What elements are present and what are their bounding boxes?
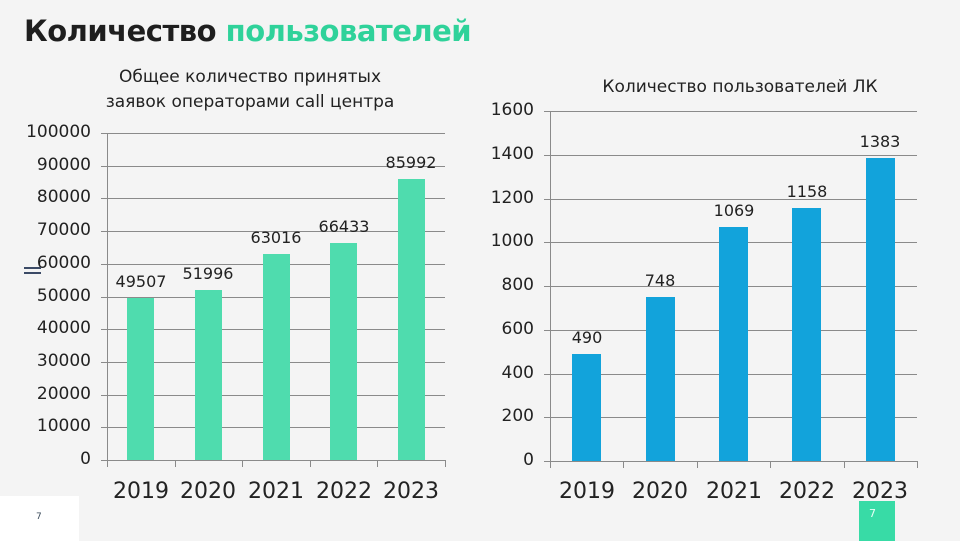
y-axis-label: 800 <box>501 275 534 295</box>
calls-chart-title-line2: заявок операторами call центра <box>105 92 395 112</box>
x-axis-tick <box>445 460 446 467</box>
bar-2019 <box>572 354 601 461</box>
x-axis-tick <box>175 460 176 467</box>
x-axis-tick <box>377 460 378 467</box>
x-axis-label: 2023 <box>383 479 439 504</box>
y-axis-label: 1200 <box>490 188 534 208</box>
value-label: 66433 <box>318 217 370 236</box>
x-axis-label: 2022 <box>779 479 835 504</box>
calls-chart-title-line1: Общее количество принятых <box>118 67 382 87</box>
x-axis-label: 2020 <box>632 479 688 504</box>
y-axis-label: 200 <box>501 406 534 426</box>
x-axis-label: 2023 <box>852 479 908 504</box>
x-axis-tick <box>770 461 771 468</box>
y-axis-line <box>550 111 551 468</box>
x-axis-label: 2020 <box>180 479 236 504</box>
page-number-right: 7 <box>869 507 876 520</box>
bar-2021 <box>719 227 748 461</box>
x-axis-label: 2021 <box>248 479 304 504</box>
gridline <box>101 198 445 199</box>
gridline <box>101 460 445 461</box>
y-axis-label: 40000 <box>36 318 91 338</box>
y-axis-label: 600 <box>501 319 534 339</box>
x-axis-label: 2019 <box>113 479 169 504</box>
gridline <box>544 111 917 112</box>
y-axis-label: 70000 <box>36 220 91 240</box>
value-label: 1158 <box>786 182 828 201</box>
slide-title: Количество пользователей <box>24 14 472 48</box>
value-label: 1383 <box>859 132 901 151</box>
y-axis-label: 0 <box>80 449 91 469</box>
decorative-dash <box>24 272 41 274</box>
x-axis-tick <box>623 461 624 468</box>
gridline <box>101 166 445 167</box>
bar-2019 <box>127 298 154 460</box>
bar-2020 <box>195 290 222 460</box>
bar-2023 <box>866 158 895 461</box>
x-axis-tick <box>310 460 311 467</box>
x-axis-tick <box>242 460 243 467</box>
gridline <box>101 133 445 134</box>
value-label: 51996 <box>182 264 234 283</box>
gridline <box>101 231 445 232</box>
y-axis-label: 400 <box>501 363 534 383</box>
y-axis-label: 20000 <box>36 384 91 404</box>
x-axis-tick <box>697 461 698 468</box>
value-label: 748 <box>644 271 676 290</box>
bar-2023 <box>398 179 425 460</box>
slide-title-main: Количество <box>24 14 217 48</box>
x-axis-label: 2021 <box>706 479 762 504</box>
gridline <box>544 199 917 200</box>
decorative-dash <box>24 267 41 269</box>
page-number-box-right <box>859 501 895 541</box>
value-label: 63016 <box>250 228 302 247</box>
y-axis-label: 30000 <box>36 351 91 371</box>
y-axis-label: 10000 <box>36 416 91 436</box>
x-axis-label: 2019 <box>559 479 615 504</box>
x-axis-tick <box>917 461 918 468</box>
y-axis-label: 1000 <box>490 231 534 251</box>
x-axis-tick <box>844 461 845 468</box>
bar-2022 <box>792 208 821 461</box>
gridline <box>544 155 917 156</box>
y-axis-label: 50000 <box>36 286 91 306</box>
y-axis-label: 0 <box>523 450 534 470</box>
calls-chart-title: Общее количество принятых заявок операто… <box>60 65 440 115</box>
value-label: 490 <box>571 328 603 347</box>
value-label: 85992 <box>385 153 437 172</box>
y-axis-line <box>107 133 108 467</box>
y-axis-label: 1600 <box>490 100 534 120</box>
y-axis-label: 90000 <box>36 155 91 175</box>
gridline <box>544 461 917 462</box>
lk-users-chart-title: Количество пользователей ЛК <box>602 77 878 97</box>
x-axis-label: 2022 <box>316 479 372 504</box>
slide-title-accent: пользователей <box>225 14 472 48</box>
y-axis-label: 80000 <box>36 187 91 207</box>
y-axis-label: 60000 <box>36 253 91 273</box>
value-label: 49507 <box>115 272 167 291</box>
bar-2020 <box>646 297 675 461</box>
page-number-left: 7 <box>36 512 42 522</box>
y-axis-label: 1400 <box>490 144 534 164</box>
bar-2022 <box>330 243 357 460</box>
page-number-box-left <box>0 496 79 541</box>
bar-2021 <box>263 254 290 460</box>
y-axis-label: 100000 <box>26 122 91 142</box>
value-label: 1069 <box>713 201 755 220</box>
